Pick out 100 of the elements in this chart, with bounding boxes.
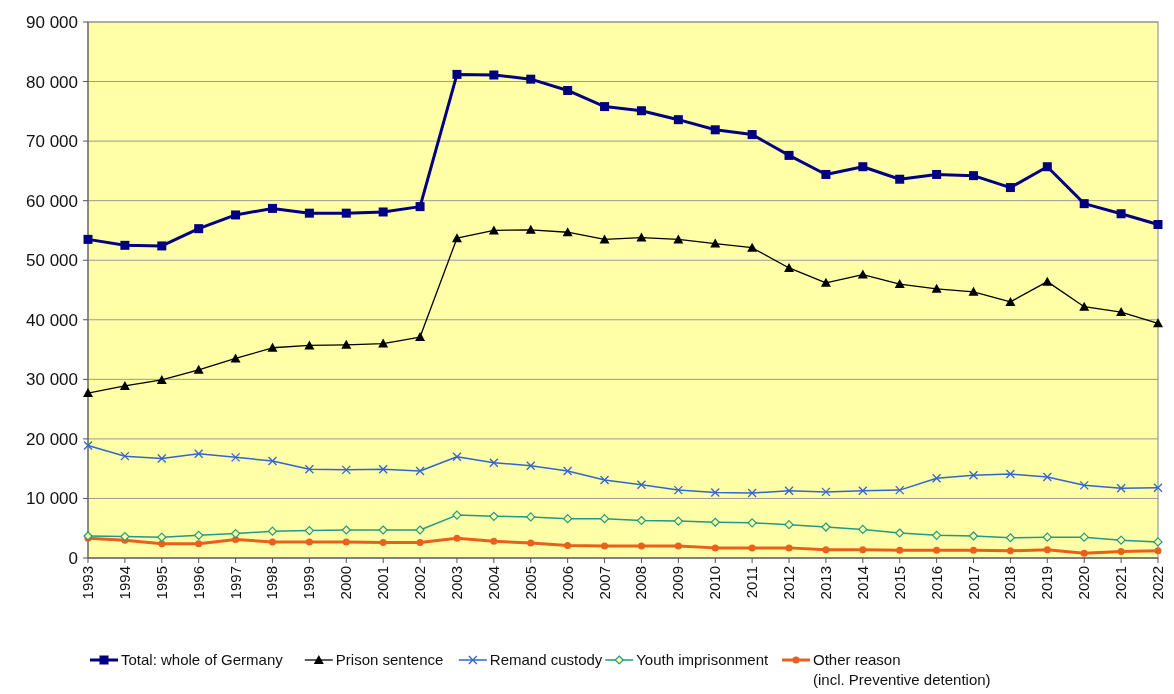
point xyxy=(970,546,978,554)
x-tick-label: 2006 xyxy=(558,566,576,600)
point xyxy=(267,203,277,213)
point xyxy=(931,473,942,483)
point xyxy=(83,440,93,451)
point xyxy=(415,332,426,342)
y-tick-label: 70 000 xyxy=(26,132,78,152)
point xyxy=(489,511,499,521)
point xyxy=(637,542,645,550)
point xyxy=(379,539,387,547)
point xyxy=(1005,296,1016,306)
point xyxy=(120,531,130,542)
x-tick-label: 1995 xyxy=(152,566,170,600)
point xyxy=(895,485,905,495)
point xyxy=(452,510,462,520)
point xyxy=(415,466,425,476)
point xyxy=(378,338,389,348)
x-tick-label: 2022 xyxy=(1149,566,1166,600)
point xyxy=(304,340,315,350)
x-tick-label: 1994 xyxy=(115,566,133,600)
x-tick-label: 2014 xyxy=(853,566,871,600)
x-tick-label: 2005 xyxy=(521,566,539,600)
x-tick-label: 1997 xyxy=(226,566,244,600)
point xyxy=(378,464,388,474)
point xyxy=(1154,547,1162,555)
point xyxy=(157,532,167,542)
point xyxy=(157,453,167,464)
point xyxy=(859,546,867,554)
point xyxy=(821,169,831,179)
point xyxy=(305,538,313,546)
point xyxy=(195,540,203,548)
point xyxy=(1153,483,1163,493)
point xyxy=(858,486,868,496)
point xyxy=(156,374,167,384)
x-tick-label: 2017 xyxy=(964,566,982,600)
point xyxy=(1116,535,1126,545)
point xyxy=(1153,318,1163,328)
point xyxy=(267,456,278,466)
point xyxy=(119,380,130,390)
x-tick-label: 2016 xyxy=(927,566,945,600)
point xyxy=(932,530,942,540)
point xyxy=(821,522,831,532)
legend-label: Other reason (incl. Preventive detention) xyxy=(813,651,991,688)
point xyxy=(858,162,868,172)
x-tick-label: 2011 xyxy=(743,566,761,599)
y-tick-label: 80 000 xyxy=(26,72,78,92)
point xyxy=(452,452,462,462)
point xyxy=(784,520,794,530)
point xyxy=(857,269,868,279)
y-tick-label: 40 000 xyxy=(26,310,78,330)
point xyxy=(931,283,942,293)
point xyxy=(1117,547,1125,555)
point xyxy=(636,106,646,116)
point xyxy=(526,512,536,522)
point xyxy=(1153,219,1163,229)
point xyxy=(599,514,610,524)
point xyxy=(416,539,424,547)
point xyxy=(932,169,942,179)
point xyxy=(1116,483,1126,493)
point xyxy=(304,464,315,474)
point xyxy=(710,517,720,527)
point xyxy=(526,461,536,471)
point xyxy=(710,125,720,135)
y-tick-label: 20 000 xyxy=(26,429,78,449)
point xyxy=(1079,301,1090,311)
point xyxy=(1079,480,1089,490)
y-tick-label: 10 000 xyxy=(26,489,78,509)
point xyxy=(784,486,794,496)
x-tick-label: 1999 xyxy=(300,566,318,600)
point xyxy=(636,480,647,490)
point xyxy=(193,364,204,374)
point xyxy=(230,452,241,462)
point xyxy=(267,526,278,536)
x-tick-label: 2010 xyxy=(706,566,724,600)
point xyxy=(120,240,130,250)
x-tick-label: 2013 xyxy=(816,566,834,600)
point xyxy=(1079,199,1089,209)
point xyxy=(267,342,278,352)
point xyxy=(673,516,683,526)
point xyxy=(933,546,941,554)
point xyxy=(488,225,499,235)
point xyxy=(378,207,388,217)
x-tick-label: 2004 xyxy=(484,566,502,600)
point xyxy=(1042,162,1052,172)
point xyxy=(489,458,499,468)
y-tick-label: 30 000 xyxy=(26,370,78,390)
point xyxy=(526,74,536,84)
point xyxy=(268,538,276,546)
point xyxy=(563,85,573,95)
point xyxy=(1042,472,1052,482)
point xyxy=(341,208,351,218)
point xyxy=(747,242,758,252)
point xyxy=(747,488,757,498)
point xyxy=(525,224,536,234)
point xyxy=(1116,307,1127,317)
point xyxy=(601,542,609,550)
point xyxy=(820,277,831,287)
point xyxy=(784,150,794,160)
point xyxy=(1042,532,1052,542)
point xyxy=(821,487,831,497)
